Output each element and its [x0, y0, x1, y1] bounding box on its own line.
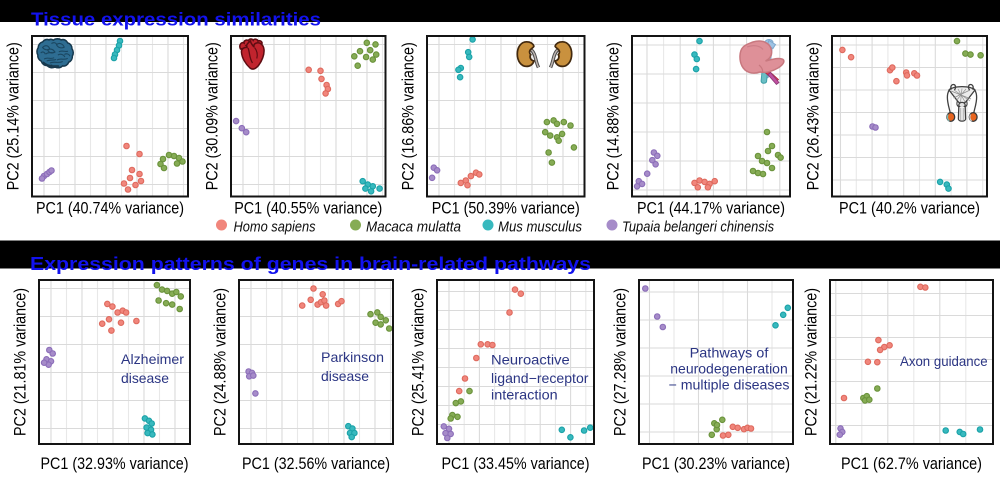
svg-text:PC1 (30.23% variance): PC1 (30.23% variance)	[642, 455, 790, 473]
svg-text:Tupaia belangeri chinensis: Tupaia belangeri chinensis	[622, 220, 774, 236]
svg-text:Axon guidance: Axon guidance	[900, 354, 988, 369]
svg-text:disease: disease	[121, 371, 169, 386]
svg-text:Mus musculus: Mus musculus	[498, 220, 582, 236]
svg-text:Neuroactive: Neuroactive	[491, 353, 570, 368]
svg-text:PC2 (21.22% variance): PC2 (21.22% variance)	[803, 288, 821, 436]
svg-text:Pathways of: Pathways of	[690, 346, 769, 361]
svg-text:PC1 (50.39% variance): PC1 (50.39% variance)	[432, 200, 580, 218]
svg-text:neurodegeneration: neurodegeneration	[670, 362, 788, 377]
svg-text:Expression patterns of genes i: Expression patterns of genes in brain-re…	[30, 253, 591, 274]
svg-text:PC2 (30.09% variance): PC2 (30.09% variance)	[204, 42, 222, 190]
svg-text:PC1 (32.93% variance): PC1 (32.93% variance)	[41, 455, 189, 473]
svg-text:Tissue expression similarities: Tissue expression similarities	[31, 9, 321, 30]
svg-text:disease: disease	[321, 369, 369, 384]
svg-text:PC2 (16.86% variance): PC2 (16.86% variance)	[400, 42, 418, 190]
svg-text:PC1 (40.2% variance): PC1 (40.2% variance)	[839, 200, 980, 218]
svg-text:Homo sapiens: Homo sapiens	[234, 220, 316, 236]
svg-text:PC1 (62.7% variance): PC1 (62.7% variance)	[841, 455, 982, 473]
svg-text:PC2 (26.43% variance): PC2 (26.43% variance)	[805, 42, 823, 190]
svg-text:− multiple diseases: − multiple diseases	[669, 378, 790, 393]
svg-text:PC2 (14.88% variance): PC2 (14.88% variance)	[605, 42, 623, 190]
svg-text:Parkinson: Parkinson	[321, 350, 384, 365]
svg-text:PC2 (25.14% variance): PC2 (25.14% variance)	[5, 42, 23, 190]
svg-text:PC1 (44.17% variance): PC1 (44.17% variance)	[637, 200, 785, 218]
svg-text:PC2 (21.81% variance): PC2 (21.81% variance)	[12, 288, 30, 436]
svg-text:PC1 (40.74% variance): PC1 (40.74% variance)	[36, 200, 184, 218]
svg-text:Macaca mulatta: Macaca mulatta	[366, 220, 461, 236]
svg-text:PC2 (25.41% variance): PC2 (25.41% variance)	[410, 288, 428, 436]
svg-text:PC2 (27.28% variance): PC2 (27.28% variance)	[612, 288, 630, 436]
svg-text:PC1 (40.55% variance): PC1 (40.55% variance)	[234, 200, 382, 218]
svg-text:PC1 (32.56% variance): PC1 (32.56% variance)	[242, 455, 390, 473]
svg-text:PC2 (24.88% variance): PC2 (24.88% variance)	[212, 288, 230, 436]
svg-text:interaction: interaction	[491, 388, 558, 403]
svg-text:Alzheimer: Alzheimer	[121, 352, 184, 367]
svg-text:PC1 (33.45% variance): PC1 (33.45% variance)	[442, 455, 590, 473]
svg-text:ligand−receptor: ligand−receptor	[491, 371, 589, 386]
